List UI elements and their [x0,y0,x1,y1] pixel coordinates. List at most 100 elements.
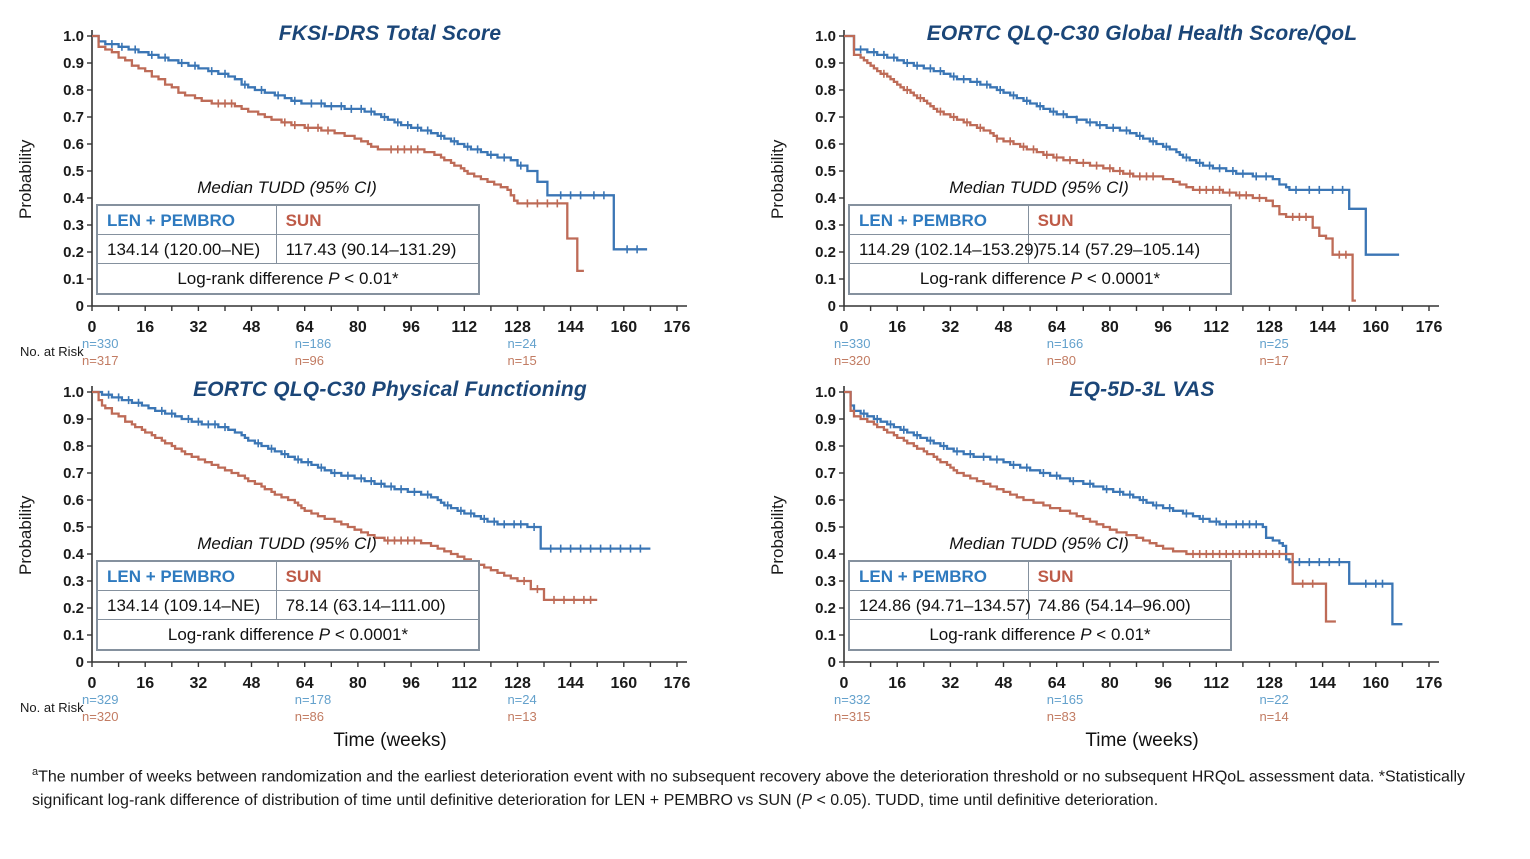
y-tick-label: 0.5 [63,163,84,180]
at-risk-sun: n=317 [82,352,119,368]
footnote-segment: The number of weeks between randomizatio… [32,768,1466,810]
at-risk-len-pembro: n=330 [834,336,871,351]
x-tick-label: 128 [504,675,531,692]
km-panel-1: FKSI-DRS Total Score Probability 0 0.1 0.2 0.… [14,20,754,374]
group-label-sun: SUN [276,206,478,235]
x-tick-label: 144 [557,675,584,692]
median-caption: Median TUDD (95% CI) [197,178,377,197]
logrank-p: P [1080,625,1092,644]
at-risk-sun: n=315 [834,708,871,724]
y-tick-label: 0.2 [63,600,84,617]
median-value-sun: 74.86 (54.14–96.00) [1028,591,1230,620]
y-tick-label: 0.4 [815,190,837,207]
logrank-row: Log-rank difference P < 0.0001* [98,620,478,649]
median-table-header-row: LEN + PEMBRO SUN [98,562,478,591]
x-tick-label: 176 [1416,675,1443,692]
km-curve-sun [92,390,598,602]
at-risk-values: n=186 n=96 [295,336,332,370]
x-tick-label: 80 [1101,675,1119,692]
x-tick-label: 48 [995,319,1013,336]
at-risk-sun: n=14 [1259,708,1289,724]
logrank-prefix: Log-rank difference [177,269,329,288]
y-tick-label: 0.1 [63,627,84,644]
y-tick-label: 0 [828,654,836,671]
y-tick-label: 0 [828,298,836,315]
x-tick-label: 80 [1101,319,1119,336]
y-tick-label: 0.2 [815,600,836,617]
y-tick-label: 0.3 [815,217,836,234]
median-caption: Median TUDD (95% CI) [949,534,1129,553]
y-tick-label: 0 [76,654,84,671]
y-tick-label: 0.7 [63,465,84,482]
at-risk-len-pembro: n=25 [1259,336,1289,351]
y-tick-label: 0.1 [815,271,836,288]
x-tick-label: 32 [942,319,960,336]
logrank-prefix: Log-rank difference [167,625,319,644]
median-table: LEN + PEMBRO SUN 134.14 (109.14–NE) 78.14 (… [96,560,480,651]
y-tick-label: 0.2 [815,244,836,261]
x-tick-label: 80 [349,319,367,336]
y-tick-label: 1.0 [815,28,836,45]
y-tick-label: 0.6 [63,492,84,509]
y-tick-label: 0.9 [815,55,836,72]
y-tick-label: 1.0 [63,28,84,45]
x-tick-label: 128 [1256,319,1283,336]
x-axis-label: Time (weeks) [1085,730,1199,751]
x-tick-label: 128 [1256,675,1283,692]
y-tick-label: 1.0 [63,384,84,401]
median-value-sun: 75.14 (57.29–105.14) [1028,235,1230,264]
y-axis-label: Probability [768,495,787,575]
at-risk-sun: n=320 [82,708,119,724]
at-risk-values: n=165 n=83 [1047,692,1084,726]
footnote-segment: P [801,792,813,810]
x-tick-label: 96 [402,675,420,692]
charts-grid: FKSI-DRS Total Score Probability 0 0.1 0.2 0.… [14,20,1530,754]
x-tick-label: 48 [995,675,1013,692]
figure-footnote: aThe number of weeks between randomizati… [32,764,1526,813]
x-tick-label: 32 [190,319,208,336]
at-risk-sun: n=320 [834,352,871,368]
at-risk-len-pembro: n=165 [1046,692,1084,707]
km-plot: 0 0.1 0.2 0.3 0.4 0.5 0.6 0.7 0.8 0.9 1.0 0 16 32 48 64… [63,384,690,692]
at-risk-len-pembro: n=329 [82,692,119,707]
logrank-row: Log-rank difference P < 0.01* [98,264,478,293]
y-tick-label: 0.5 [815,163,836,180]
at-risk-sun: n=83 [1046,708,1077,724]
logrank-row: Log-rank difference P < 0.01* [850,620,1230,649]
at-risk-len-pembro: n=24 [507,336,537,351]
chart-title: EORTC QLQ-C30 Physical Functioning [193,378,587,401]
x-tick-label: 16 [888,319,906,336]
median-value-sun: 78.14 (63.14–111.00) [276,591,478,620]
at-risk-values: n=178 n=86 [295,692,332,726]
y-tick-label: 0.7 [815,109,836,126]
median-table: LEN + PEMBRO SUN 134.14 (120.00–NE) 117.43 … [96,204,480,295]
logrank-p: P [328,269,340,288]
x-tick-label: 160 [610,319,637,336]
x-tick-label: 144 [1309,319,1336,336]
median-table-value-row: 134.14 (109.14–NE) 78.14 (63.14–111.00) [98,591,478,620]
km-curve-sun [844,390,1336,623]
y-axis-label: Probability [16,139,35,219]
at-risk-sun: n=15 [507,352,537,368]
x-tick-label: 16 [888,675,906,692]
x-tick-label: 128 [504,319,531,336]
at-risk-row: No. at Risk n=330 n=317 n=186 n=96 n=24 n=15 [20,336,740,374]
x-tick-label: 64 [1048,319,1066,336]
y-tick-label: 0.1 [815,627,836,644]
x-tick-label: 160 [610,675,637,692]
y-tick-label: 0.4 [815,546,837,563]
y-tick-label: 0.6 [815,492,836,509]
y-tick-label: 0.5 [63,519,84,536]
at-risk-len-pembro: n=178 [294,692,332,707]
x-tick-label: 48 [243,675,261,692]
x-tick-label: 176 [1416,319,1443,336]
at-risk-values: n=329 n=320 [82,692,119,726]
footnote-segment: a [32,766,39,778]
km-curve-len_pembro [92,34,648,251]
x-tick-label: 112 [1203,675,1229,692]
y-tick-label: 0.4 [63,190,85,207]
y-tick-label: 0.3 [63,217,84,234]
x-tick-label: 112 [451,675,477,692]
median-value-len-pembro: 114.29 (102.14–153.29) [850,235,1039,264]
chart-title: EQ-5D-3L VAS [1069,378,1215,401]
